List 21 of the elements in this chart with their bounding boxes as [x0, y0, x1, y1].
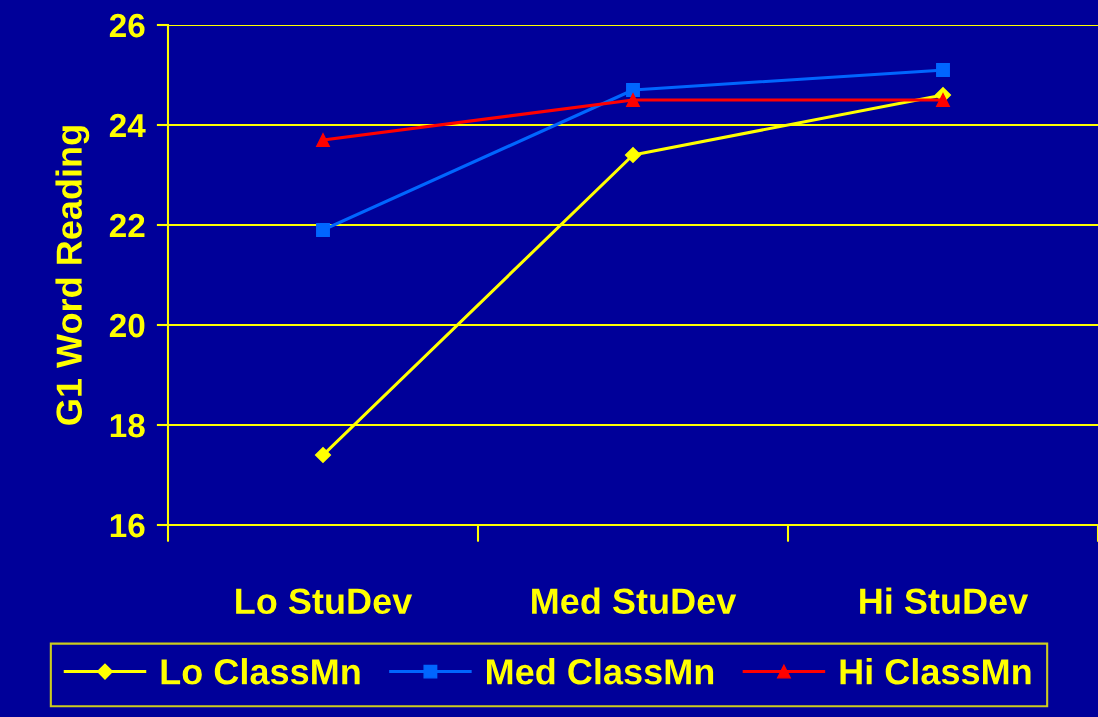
y-tick-label: 20: [109, 313, 145, 338]
point: [936, 63, 950, 77]
point: [314, 446, 332, 464]
point: [316, 223, 330, 237]
point: [624, 146, 642, 164]
point: [626, 93, 640, 107]
x-tick-label: Med StuDev: [532, 587, 737, 615]
y-tick-label: 26: [109, 13, 145, 38]
point: [626, 83, 640, 97]
y-tick-label: 22: [109, 213, 145, 238]
x-tick-label: Hi StuDev: [860, 587, 1029, 615]
point: [936, 93, 950, 107]
legend-label: Hi ClassMn: [840, 658, 1031, 685]
y-tick-label: 18: [110, 413, 145, 438]
y-axis-title: G1 Word Reading: [55, 126, 90, 425]
y-tick-label: 16: [110, 513, 145, 538]
legend-label: Lo ClassMn: [161, 658, 360, 685]
legend-label: Med ClassMn: [486, 658, 714, 685]
x-tick-label: Lo StuDev: [236, 588, 413, 615]
y-tick-label: 24: [109, 113, 146, 138]
point: [316, 133, 330, 147]
